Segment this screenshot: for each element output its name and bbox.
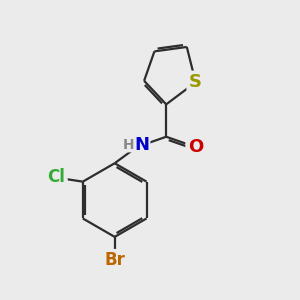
Text: Cl: Cl [47, 168, 65, 186]
Text: O: O [188, 138, 203, 156]
Text: N: N [134, 136, 149, 154]
Text: Br: Br [104, 251, 125, 269]
Text: H: H [123, 138, 134, 152]
Text: S: S [189, 73, 202, 91]
